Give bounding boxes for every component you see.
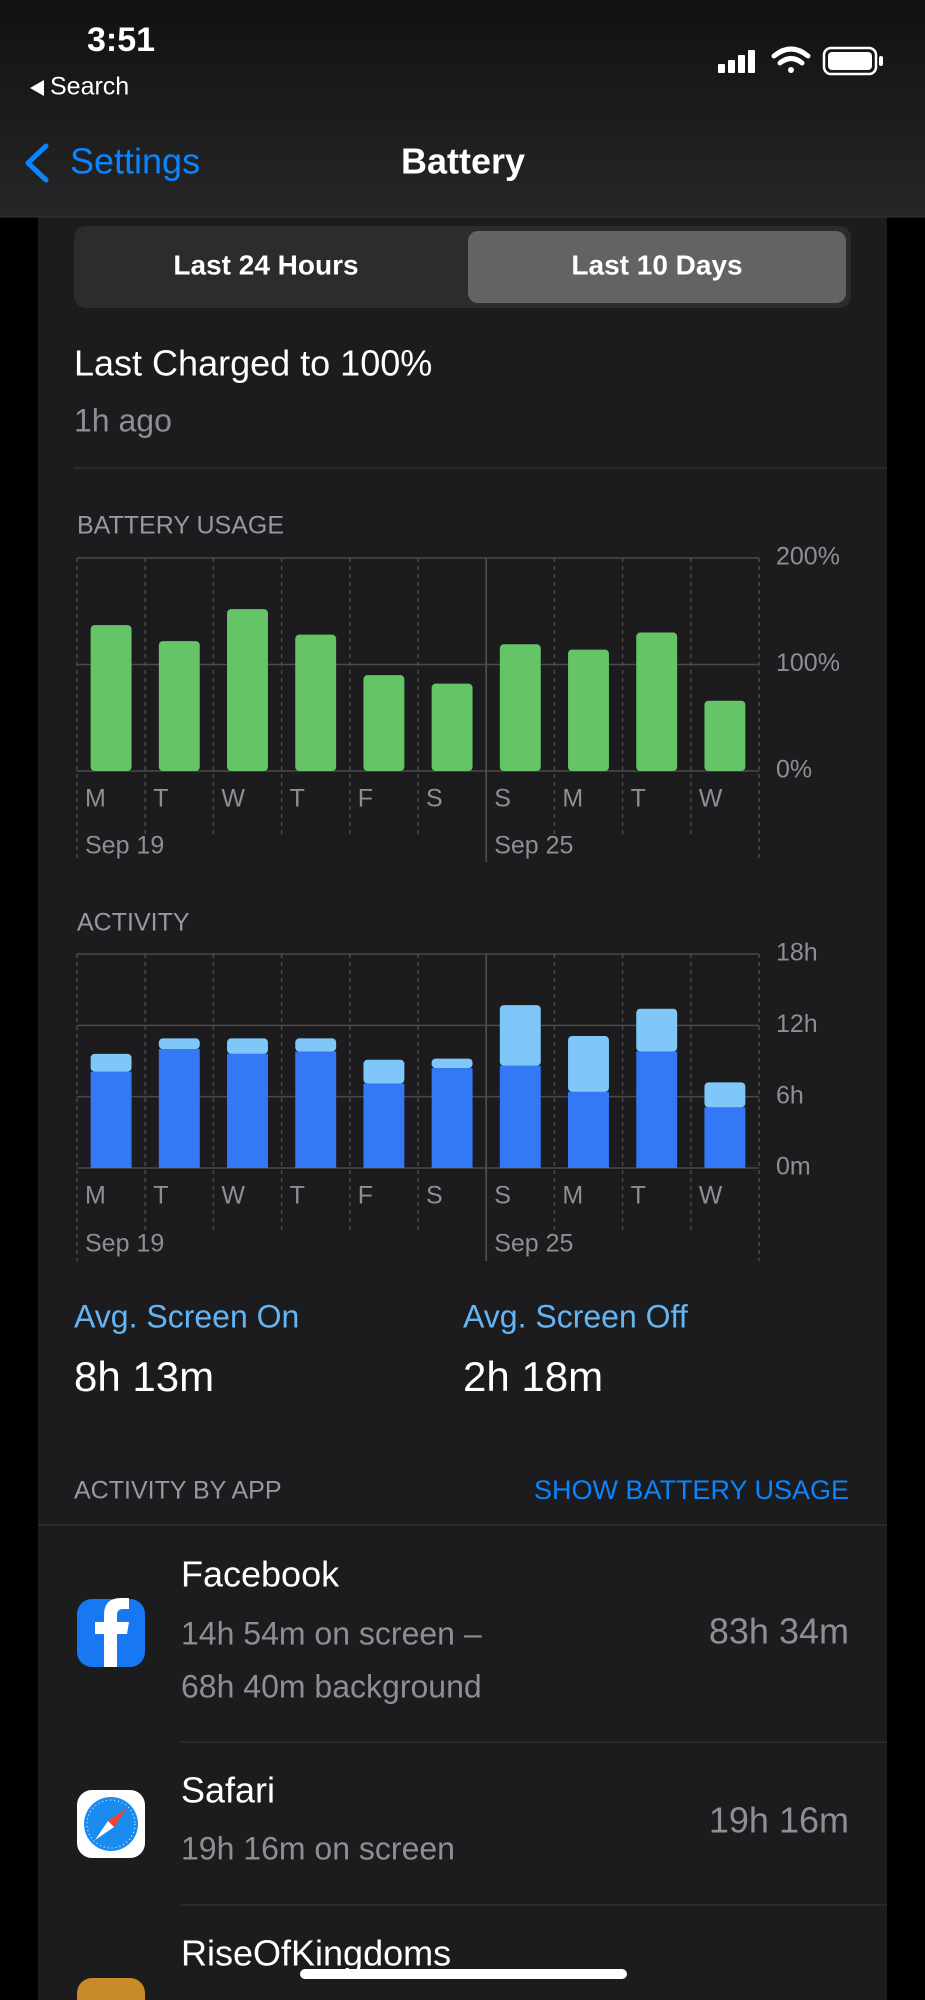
bar [158, 641, 200, 771]
wifi-icon [771, 46, 811, 73]
avg-value: 8h 13m [74, 1353, 214, 1400]
status-time: 3:51 [87, 21, 155, 59]
x-tick-label: T [290, 785, 305, 813]
bar [90, 625, 132, 771]
last-charged: Last Charged to 100% [74, 343, 432, 384]
x-tick-label: W [699, 785, 723, 813]
bar [295, 634, 337, 771]
x-tick-label: M [562, 1182, 583, 1210]
x-tick-label: S [494, 1182, 511, 1210]
x-tick-label: F [358, 785, 373, 813]
bar-segment [568, 1036, 609, 1092]
date-label: Sep 25 [494, 1230, 573, 1258]
charts: BATTERY USAGE 0% 100% 200% M Sep 19 T W T F S S Sep … [76, 512, 840, 1261]
x-tick-label: W [221, 1182, 245, 1210]
segment[interactable]: Last 24 Hours [173, 249, 358, 280]
last-charged-time: 1h ago [74, 402, 172, 438]
y-tick-label: 100% [776, 649, 840, 677]
bar [568, 649, 609, 771]
header-bar [0, 0, 925, 217]
y-tick-label: 6h [776, 1081, 804, 1109]
avg-value: 2h 18m [463, 1353, 603, 1400]
date-label: Sep 25 [494, 832, 573, 860]
x-tick-label: M [85, 785, 106, 813]
section-header: ACTIVITY BY APP [74, 1477, 282, 1505]
facebook-icon [77, 1598, 145, 1667]
bar-segment [363, 1059, 405, 1084]
bar-segment [704, 1082, 746, 1108]
x-tick-label: F [358, 1182, 373, 1210]
app-name: RiseOfKingdoms [181, 1933, 451, 1974]
bar-segment [158, 1038, 200, 1050]
battery-icon [822, 46, 883, 76]
game-icon [77, 1978, 145, 2000]
bar [499, 644, 541, 771]
y-tick-label: 18h [776, 939, 818, 967]
x-tick-label: T [153, 1182, 168, 1210]
signal-icon [718, 50, 755, 73]
bar [363, 675, 405, 771]
x-tick-label: T [631, 1182, 646, 1210]
bar [636, 632, 678, 771]
bar-segment [295, 1038, 337, 1052]
bar [431, 683, 473, 771]
app-usage: 83h 34m [709, 1611, 849, 1652]
home-indicator [300, 1969, 627, 1979]
app-name: Facebook [181, 1554, 340, 1595]
y-tick-label: 0m [776, 1153, 811, 1181]
segment-selected [468, 231, 846, 303]
app-usage: 19h 16m [709, 1800, 849, 1841]
bar-segment [499, 1005, 541, 1066]
bar-segment [158, 1049, 200, 1168]
nav-back[interactable]: Settings [70, 141, 200, 182]
chart-title: ACTIVITY [77, 909, 190, 937]
bar [227, 609, 268, 771]
bar-segment [90, 1071, 132, 1168]
bar-segment [431, 1068, 473, 1168]
back-triangle [30, 80, 44, 96]
nav-title: Battery [401, 141, 525, 182]
x-tick-label: S [426, 785, 443, 813]
x-tick-label: T [290, 1182, 305, 1210]
x-tick-label: S [426, 1182, 443, 1210]
y-tick-label: 0% [776, 756, 812, 784]
x-tick-label: S [494, 785, 511, 813]
bar-segment [636, 1051, 678, 1168]
bar-segment [227, 1038, 268, 1054]
app-detail: 14h 54m on screen – [181, 1615, 482, 1651]
bar-segment [90, 1053, 132, 1072]
safari-icon [77, 1790, 145, 1858]
x-tick-label: M [562, 785, 583, 813]
avg-label: Avg. Screen On [74, 1298, 299, 1334]
chart-title: BATTERY USAGE [77, 512, 284, 540]
bar-segment [704, 1107, 746, 1168]
app-detail: 68h 40m background [181, 1668, 482, 1704]
bar-segment [227, 1053, 268, 1168]
x-tick-label: T [153, 785, 168, 813]
y-tick-label: 200% [776, 543, 840, 571]
x-tick-label: M [85, 1182, 106, 1210]
bar-segment [363, 1083, 405, 1168]
x-tick-label: T [631, 785, 646, 813]
x-tick-label: W [699, 1182, 723, 1210]
app-name: Safari [181, 1770, 275, 1811]
segment[interactable]: Last 10 Days [571, 249, 742, 280]
avg-label: Avg. Screen Off [463, 1298, 688, 1334]
bar-segment [499, 1065, 541, 1168]
app-detail: 19h 16m on screen [181, 1830, 455, 1866]
date-label: Sep 19 [85, 1230, 164, 1258]
show-battery-usage[interactable]: SHOW BATTERY USAGE [534, 1475, 849, 1505]
bar-segment [568, 1091, 609, 1168]
date-label: Sep 19 [85, 832, 164, 860]
bar [704, 700, 746, 771]
back-chevron[interactable] [25, 143, 49, 183]
bar-segment [431, 1058, 473, 1069]
bar-segment [636, 1008, 678, 1052]
back-link[interactable]: Search [50, 73, 129, 101]
y-tick-label: 12h [776, 1010, 818, 1038]
bar-segment [295, 1051, 337, 1168]
x-tick-label: W [221, 785, 245, 813]
